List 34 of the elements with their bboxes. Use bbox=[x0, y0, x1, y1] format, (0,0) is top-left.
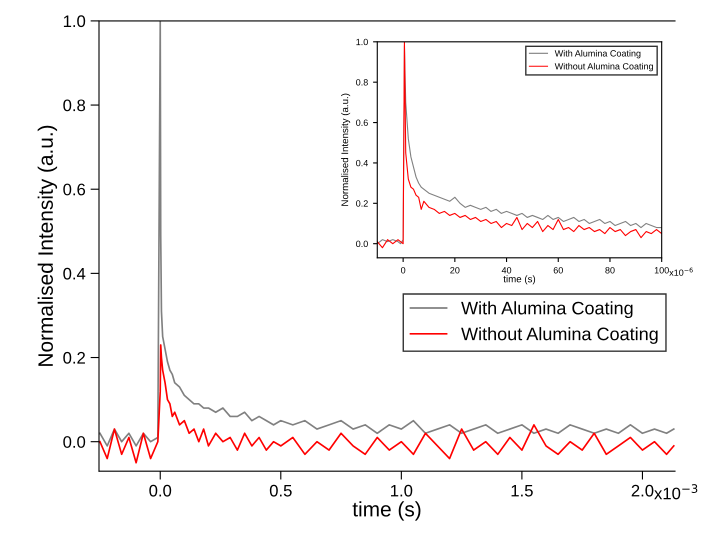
y-tick-label: 0.6 bbox=[356, 120, 368, 126]
line-series bbox=[99, 344, 675, 464]
x-tick-label: 0.5 bbox=[270, 484, 292, 497]
x-tick-label: 60 bbox=[554, 267, 563, 274]
legend-label: With Alumina Coating bbox=[461, 301, 632, 318]
y-tick-label: 0.0 bbox=[356, 240, 368, 248]
x-axis-title: time (s) bbox=[352, 501, 420, 521]
y-tick-label: 0.2 bbox=[356, 200, 368, 207]
y-axis-title: Normalised Intensity (a.u.) bbox=[38, 126, 58, 366]
x-tick-label: 0.0 bbox=[149, 484, 172, 497]
x-tick-label: 40 bbox=[502, 267, 512, 274]
y-tick-label: 0.4 bbox=[356, 160, 368, 166]
y-tick-label: 0.8 bbox=[63, 99, 86, 112]
y-tick-label: 0.4 bbox=[63, 268, 86, 280]
x-tick-label: 2.0 bbox=[632, 484, 654, 497]
y-axis-title: Normalised Intensity (a.u.) bbox=[341, 94, 350, 206]
y-tick-label: 1.0 bbox=[64, 15, 86, 28]
x-tick-label: 100 bbox=[654, 267, 669, 274]
x-axis-title: time (s) bbox=[503, 275, 536, 284]
y-tick-label: 0.6 bbox=[63, 184, 86, 196]
y-tick-label: 0.2 bbox=[63, 352, 85, 364]
text: x10$^{−3}$ bbox=[654, 484, 698, 500]
annotation: x10$^{−6}$ bbox=[669, 268, 693, 276]
x-tick-label: 20 bbox=[450, 267, 460, 274]
y-tick-label: 0.8 bbox=[356, 79, 368, 86]
legend-label: With Alumina Coating bbox=[554, 50, 640, 58]
x-tick-label: 80 bbox=[605, 267, 615, 274]
x-tick-label: 0 bbox=[400, 267, 406, 274]
x-tick-label: 1.5 bbox=[512, 484, 533, 497]
x-tick-label: 1.0 bbox=[391, 484, 412, 497]
y-tick-label: 1.0 bbox=[356, 38, 368, 46]
legend-label: Without Alumina Coating bbox=[554, 62, 653, 72]
y-tick-label: 0.0 bbox=[63, 436, 86, 448]
legend-label: Without Alumina Coating bbox=[461, 327, 658, 344]
